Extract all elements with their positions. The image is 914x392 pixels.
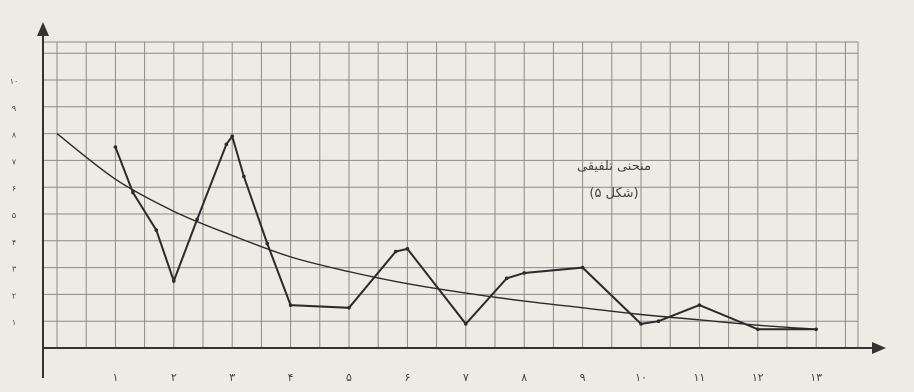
- data-point: [347, 306, 351, 310]
- data-point: [224, 142, 229, 147]
- series-line-smooth: [56, 133, 817, 330]
- x-tick-label: ۶: [404, 371, 410, 384]
- data-point: [195, 217, 199, 222]
- y-tick-label: ۹: [12, 104, 16, 113]
- chart-annotation: منحنی تلفیقی (شکل ۵): [577, 159, 651, 201]
- data-point: [230, 134, 234, 139]
- data-point: [288, 303, 293, 307]
- y-tick-label: ۶: [12, 184, 16, 193]
- x-tick-label: ۱۳: [810, 371, 822, 384]
- data-point: [393, 249, 398, 254]
- data-point: [265, 241, 270, 246]
- x-tick-label: ۳: [229, 371, 235, 384]
- data-point: [522, 271, 526, 275]
- x-tick-label: ۹: [580, 371, 586, 384]
- y-tick-label: ۲: [12, 291, 16, 300]
- y-tick-label: ۷: [12, 157, 17, 166]
- data-point: [131, 190, 135, 195]
- data-point: [172, 279, 176, 283]
- x-tick-label: ۱۰: [635, 371, 647, 384]
- data-point: [697, 303, 702, 307]
- data-point: [242, 174, 246, 179]
- y-axis-arrow: [37, 22, 49, 36]
- chart-subtitle: (شکل ۵): [589, 186, 638, 201]
- data-point: [504, 276, 509, 281]
- x-tick-label: ۴: [288, 371, 294, 384]
- data-point: [580, 265, 585, 270]
- y-tick-label: ۱۰: [10, 77, 19, 86]
- y-tick-label: ۱: [12, 318, 16, 327]
- data-point: [656, 319, 661, 324]
- data-point: [756, 327, 760, 332]
- y-tick-label: ۵: [12, 211, 16, 220]
- x-tick-label: ۸: [521, 371, 527, 384]
- data-point: [405, 247, 410, 251]
- data-point: [464, 322, 468, 326]
- x-tick-label: ۱: [112, 371, 118, 384]
- y-tick-label: ۳: [12, 265, 17, 274]
- chart-title: منحنی تلفیقی: [577, 159, 651, 174]
- data-point: [113, 145, 118, 149]
- x-tick-label: ۲: [171, 371, 177, 384]
- x-tick-label: ۱۱: [693, 371, 705, 384]
- series: [56, 133, 818, 332]
- axes: [37, 22, 886, 378]
- y-tick-label: ۴: [12, 238, 16, 247]
- grid: [43, 41, 859, 349]
- x-tick-label: ۷: [463, 371, 469, 384]
- series-line-zigzag: [114, 134, 817, 331]
- x-axis-arrow: [872, 342, 886, 354]
- x-tick-label: ۱۲: [752, 371, 764, 384]
- y-tick-label: ۸: [12, 131, 17, 140]
- data-point: [639, 322, 643, 326]
- x-tick-label: ۵: [346, 371, 352, 384]
- data-point: [154, 228, 159, 232]
